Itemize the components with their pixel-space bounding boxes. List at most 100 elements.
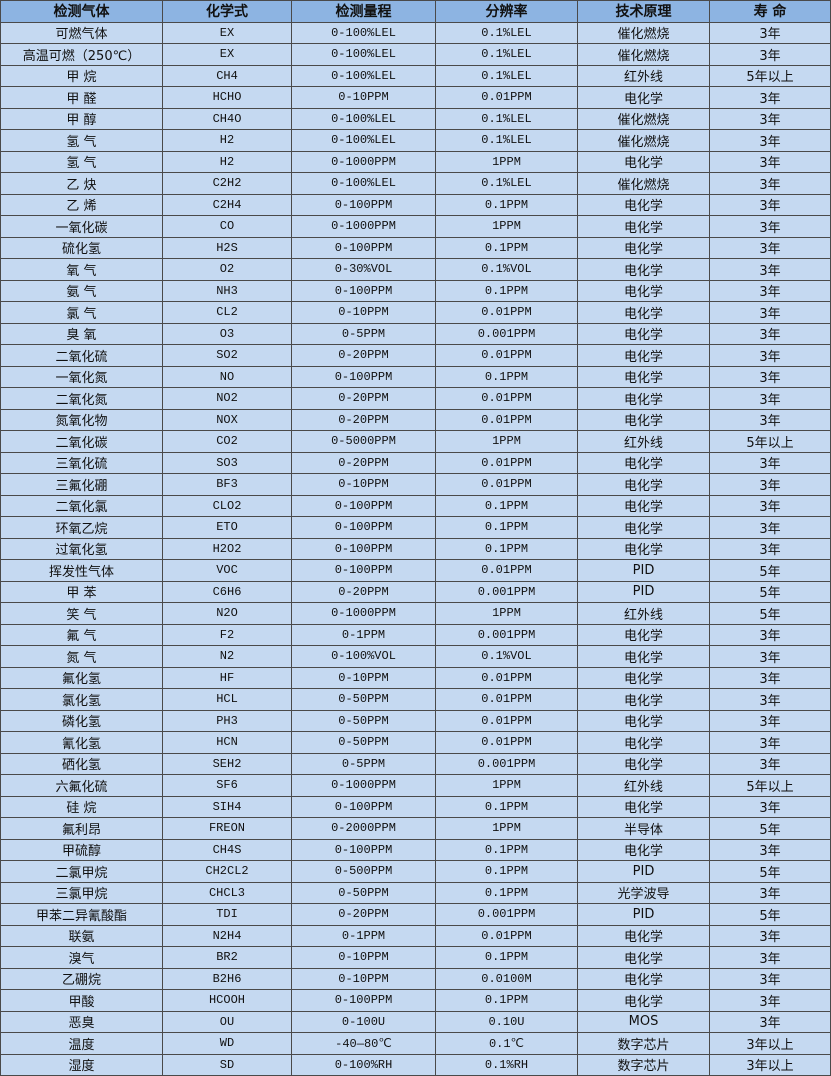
table-row: 乙 烯 C2H4 0-100PPM 0.1PPM 电化学 3年 — [0, 193, 831, 216]
column-header-resolution: 分辨率 — [435, 0, 578, 23]
cell-resolution: 1PPM — [435, 602, 578, 625]
cell-lifespan: 3年 — [709, 795, 831, 818]
cell-gas-name: 一氧化氮 — [0, 365, 163, 388]
cell-lifespan: 5年以上 — [709, 64, 831, 87]
cell-principle: 电化学 — [577, 408, 710, 431]
cell-formula: NH3 — [162, 279, 292, 302]
table-row: 甲 醇 CH4O 0-100%LEL 0.1%LEL 催化燃烧 3年 — [0, 107, 831, 130]
cell-resolution: 0.1%VOL — [435, 645, 578, 668]
cell-principle: 电化学 — [577, 924, 710, 947]
cell-lifespan: 3年 — [709, 881, 831, 904]
cell-formula: BF3 — [162, 473, 292, 496]
table-row: 二氧化硫 SO2 0-20PPM 0.01PPM 电化学 3年 — [0, 344, 831, 367]
cell-gas-name: 环氧乙烷 — [0, 516, 163, 539]
cell-lifespan: 3年 — [709, 301, 831, 324]
table-row: 硫化氢 H2S 0-100PPM 0.1PPM 电化学 3年 — [0, 236, 831, 259]
cell-formula: H2S — [162, 236, 292, 259]
cell-resolution: 0.01PPM — [435, 473, 578, 496]
cell-lifespan: 3年 — [709, 365, 831, 388]
cell-gas-name: 二氯甲烷 — [0, 860, 163, 883]
table-row: 联氨 N2H4 0-1PPM 0.01PPM 电化学 3年 — [0, 924, 831, 947]
cell-formula: HCOOH — [162, 989, 292, 1012]
cell-formula: EX — [162, 43, 292, 66]
cell-range: 0-5PPM — [291, 752, 436, 775]
cell-gas-name: 溴气 — [0, 946, 163, 969]
cell-formula: SO3 — [162, 451, 292, 474]
cell-resolution: 0.01PPM — [435, 86, 578, 109]
cell-gas-name: 氟化氢 — [0, 666, 163, 689]
table-row: 二氯甲烷 CH2CL2 0-500PPM 0.1PPM PID 5年 — [0, 860, 831, 883]
cell-gas-name: 甲 醇 — [0, 107, 163, 130]
cell-resolution: 0.1PPM — [435, 860, 578, 883]
cell-gas-name: 六氟化硫 — [0, 774, 163, 797]
cell-formula: CL2 — [162, 301, 292, 324]
cell-range: 0-100PPM — [291, 516, 436, 539]
cell-formula: NOX — [162, 408, 292, 431]
cell-range: 0-5000PPM — [291, 430, 436, 453]
cell-gas-name: 硅 烷 — [0, 795, 163, 818]
column-header-formula: 化学式 — [162, 0, 292, 23]
cell-resolution: 0.001PPM — [435, 623, 578, 646]
cell-formula: NO2 — [162, 387, 292, 410]
cell-principle: 电化学 — [577, 322, 710, 345]
cell-principle: 电化学 — [577, 215, 710, 238]
table-row: 氟化氢 HF 0-10PPM 0.01PPM 电化学 3年 — [0, 666, 831, 689]
table-row: 一氧化碳 CO 0-1000PPM 1PPM 电化学 3年 — [0, 215, 831, 238]
cell-principle: PID — [577, 903, 710, 926]
cell-gas-name: 二氧化氯 — [0, 494, 163, 517]
cell-formula: BR2 — [162, 946, 292, 969]
cell-formula: O2 — [162, 258, 292, 281]
table-row: 溴气 BR2 0-10PPM 0.1PPM 电化学 3年 — [0, 946, 831, 969]
table-row: 乙 炔 C2H2 0-100%LEL 0.1%LEL 催化燃烧 3年 — [0, 172, 831, 195]
table-row: 二氧化氮 NO2 0-20PPM 0.01PPM 电化学 3年 — [0, 387, 831, 410]
cell-gas-name: 高温可燃（250℃） — [0, 43, 163, 66]
cell-lifespan: 3年 — [709, 623, 831, 646]
cell-resolution: 1PPM — [435, 430, 578, 453]
cell-resolution: 0.1PPM — [435, 193, 578, 216]
table-row: 氟 气 F2 0-1PPM 0.001PPM 电化学 3年 — [0, 623, 831, 646]
cell-gas-name: 笑 气 — [0, 602, 163, 625]
cell-range: 0-30%VOL — [291, 258, 436, 281]
table-row: 恶臭 OU 0-100U 0.10U MOS 3年 — [0, 1010, 831, 1033]
cell-lifespan: 3年 — [709, 408, 831, 431]
cell-formula: FREON — [162, 817, 292, 840]
cell-principle: 电化学 — [577, 193, 710, 216]
cell-resolution: 0.1PPM — [435, 279, 578, 302]
cell-range: -40—80℃ — [291, 1032, 436, 1055]
cell-resolution: 0.01PPM — [435, 559, 578, 582]
cell-resolution: 0.01PPM — [435, 451, 578, 474]
cell-lifespan: 5年以上 — [709, 774, 831, 797]
cell-range: 0-100PPM — [291, 236, 436, 259]
cell-resolution: 0.1PPM — [435, 516, 578, 539]
cell-range: 0-1000PPM — [291, 602, 436, 625]
column-header-range: 检测量程 — [291, 0, 436, 23]
table-row: 甲 醛 HCHO 0-10PPM 0.01PPM 电化学 3年 — [0, 86, 831, 109]
table-row: 三氟化硼 BF3 0-10PPM 0.01PPM 电化学 3年 — [0, 473, 831, 496]
cell-resolution: 1PPM — [435, 774, 578, 797]
cell-principle: 电化学 — [577, 752, 710, 775]
cell-principle: 电化学 — [577, 645, 710, 668]
cell-resolution: 0.01PPM — [435, 408, 578, 431]
cell-formula: H2 — [162, 129, 292, 152]
cell-gas-name: 甲 烷 — [0, 64, 163, 87]
cell-formula: B2H6 — [162, 967, 292, 990]
cell-gas-name: 甲硫醇 — [0, 838, 163, 861]
cell-formula: N2H4 — [162, 924, 292, 947]
cell-resolution: 0.1PPM — [435, 838, 578, 861]
cell-lifespan: 5年 — [709, 860, 831, 883]
cell-gas-name: 氟利昂 — [0, 817, 163, 840]
cell-range: 0-100PPM — [291, 279, 436, 302]
cell-resolution: 0.1%VOL — [435, 258, 578, 281]
cell-lifespan: 3年 — [709, 473, 831, 496]
cell-principle: PID — [577, 559, 710, 582]
cell-principle: MOS — [577, 1010, 710, 1033]
cell-formula: CO — [162, 215, 292, 238]
cell-range: 0-500PPM — [291, 860, 436, 883]
column-header-principle: 技术原理 — [577, 0, 710, 23]
cell-gas-name: 三氟化硼 — [0, 473, 163, 496]
table-row: 氟利昂 FREON 0-2000PPM 1PPM 半导体 5年 — [0, 817, 831, 840]
cell-lifespan: 3年 — [709, 215, 831, 238]
cell-formula: C2H4 — [162, 193, 292, 216]
cell-lifespan: 5年 — [709, 580, 831, 603]
cell-principle: 电化学 — [577, 258, 710, 281]
